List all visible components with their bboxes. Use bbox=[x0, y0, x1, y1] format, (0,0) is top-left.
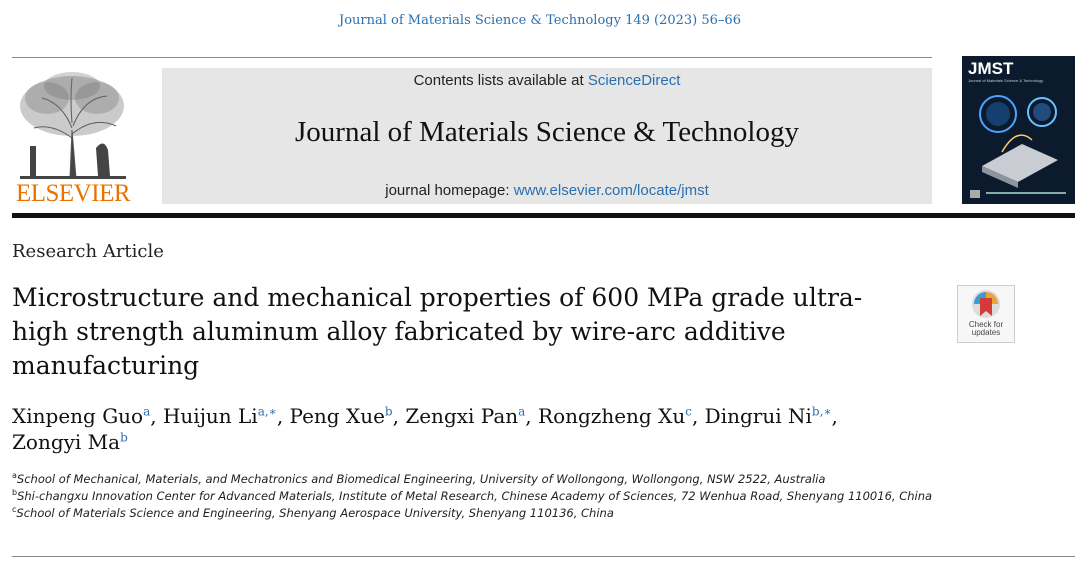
check-for-updates-label: Check for updates bbox=[958, 321, 1014, 337]
author-affiliation-marker[interactable]: b,∗ bbox=[811, 404, 832, 419]
author-separator: , bbox=[831, 404, 838, 428]
affiliation-text: School of Mechanical, Materials, and Mec… bbox=[16, 472, 826, 486]
author-separator: , bbox=[150, 404, 163, 428]
author-name: Zengxi Pan bbox=[405, 404, 519, 428]
affiliation-text: School of Materials Science and Engineer… bbox=[16, 506, 614, 520]
affiliation-marker: b bbox=[12, 488, 18, 498]
author-affiliation-marker[interactable]: a bbox=[518, 404, 526, 419]
author-name: Xinpeng Guo bbox=[12, 404, 144, 428]
elsevier-tree-logo[interactable] bbox=[12, 68, 134, 206]
cover-title: JMST bbox=[968, 59, 1014, 78]
author-affiliation-marker[interactable]: a bbox=[143, 404, 151, 419]
author[interactable]: Rongzheng Xuc bbox=[538, 404, 692, 428]
article-title: Microstructure and mechanical properties… bbox=[12, 283, 863, 380]
affiliation-item: cSchool of Materials Science and Enginee… bbox=[12, 505, 972, 522]
affiliation-list: aSchool of Mechanical, Materials, and Me… bbox=[12, 471, 972, 522]
author-name: Zongyi Ma bbox=[12, 430, 121, 454]
author[interactable]: Zongyi Mab bbox=[12, 430, 128, 454]
homepage-prefix: journal homepage: bbox=[385, 182, 514, 199]
affiliation-marker: c bbox=[12, 505, 17, 515]
homepage-link[interactable]: www.elsevier.com/locate/jmst bbox=[513, 182, 709, 199]
author-separator: , bbox=[525, 404, 539, 428]
article-type: Research Article bbox=[12, 241, 164, 262]
author-name: Huijun Li bbox=[162, 404, 258, 428]
banner-divider bbox=[12, 213, 1075, 218]
homepage-line: journal homepage: www.elsevier.com/locat… bbox=[162, 182, 932, 199]
author-affiliation-marker[interactable]: b bbox=[120, 430, 128, 445]
journal-title: Journal of Materials Science & Technolog… bbox=[295, 116, 799, 148]
author-separator: , bbox=[276, 404, 290, 428]
author-name: Rongzheng Xu bbox=[538, 404, 686, 428]
author-name: Dingrui Ni bbox=[704, 404, 812, 428]
journal-reference[interactable]: Journal of Materials Science & Technolog… bbox=[339, 13, 741, 28]
affiliation-text: Shi-changxu Innovation Center for Advanc… bbox=[17, 489, 933, 503]
header-divider bbox=[12, 57, 932, 58]
author-affiliation-marker[interactable]: a,∗ bbox=[257, 404, 277, 419]
affiliation-item: aSchool of Mechanical, Materials, and Me… bbox=[12, 471, 972, 488]
check-label-line1: Check for bbox=[968, 320, 1004, 329]
check-for-updates-icon bbox=[972, 290, 1000, 318]
cover-subtitle: Journal of Materials Science & Technolog… bbox=[968, 78, 1044, 83]
check-label-line2: updates bbox=[971, 328, 1001, 337]
author[interactable]: Zengxi Pana bbox=[405, 404, 525, 428]
author[interactable]: Huijun Lia,∗ bbox=[163, 404, 277, 428]
author-affiliation-marker[interactable]: c bbox=[685, 404, 692, 419]
author[interactable]: Peng Xueb bbox=[290, 404, 393, 428]
check-for-updates-button[interactable]: Check for updates bbox=[957, 285, 1015, 343]
sciencedirect-link[interactable]: ScienceDirect bbox=[587, 72, 681, 89]
author-separator: , bbox=[691, 404, 705, 428]
journal-cover-image[interactable]: JMST Journal of Materials Science & Tech… bbox=[962, 56, 1075, 204]
author-affiliation-marker[interactable]: b bbox=[384, 404, 393, 419]
author-separator: , bbox=[392, 404, 406, 428]
cover-artwork bbox=[970, 95, 1066, 198]
journal-banner: Contents lists available at ScienceDirec… bbox=[162, 68, 932, 204]
author[interactable]: Dingrui Nib,∗ bbox=[705, 404, 832, 428]
section-divider bbox=[12, 556, 1075, 557]
author-name: Peng Xue bbox=[289, 404, 385, 428]
contents-line: Contents lists available at ScienceDirec… bbox=[162, 72, 932, 89]
author[interactable]: Xinpeng Guoa bbox=[12, 404, 150, 428]
elsevier-wordmark: ELSEVIER bbox=[15, 180, 131, 207]
affiliation-marker: a bbox=[12, 471, 17, 481]
affiliation-item: bShi-changxu Innovation Center for Advan… bbox=[12, 488, 972, 505]
contents-prefix: Contents lists available at bbox=[413, 72, 588, 89]
author-list: Xinpeng Guoa, Huijun Lia,∗, Peng Xueb, Z… bbox=[12, 403, 912, 455]
